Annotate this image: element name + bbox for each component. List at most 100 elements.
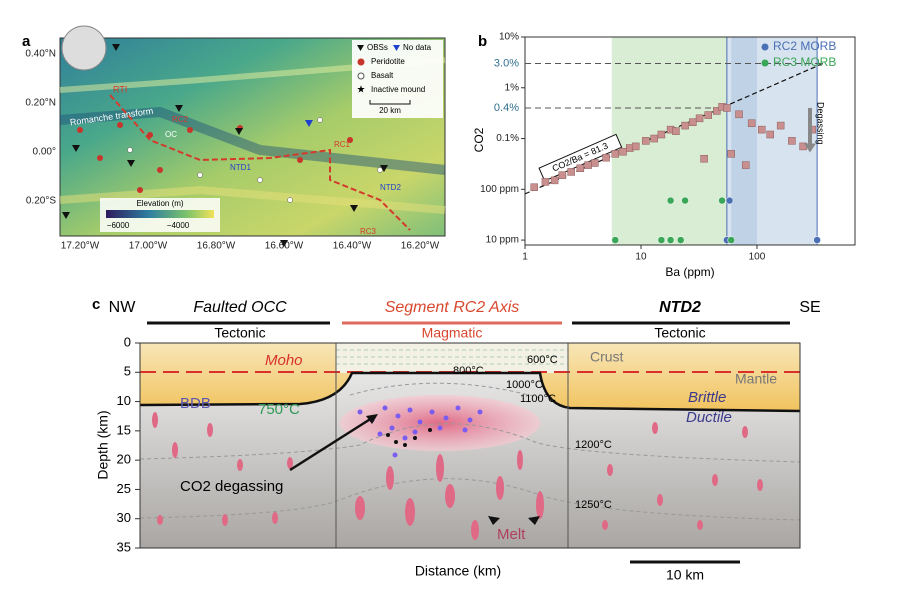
y-tick-label: 20 — [117, 452, 131, 467]
co2-bubble — [417, 419, 423, 425]
regime: Tectonic — [654, 325, 705, 341]
band — [611, 37, 727, 245]
panel-label: b — [478, 33, 487, 50]
y-tick-label: 10 — [117, 393, 131, 408]
isotherm-label: 600°C — [527, 354, 558, 366]
melt-pocket — [757, 479, 763, 491]
legend-label: No data — [403, 43, 432, 52]
co2-bubble — [413, 436, 417, 440]
place-label: RC1 — [334, 140, 351, 149]
y-tick-label: 0.1% — [496, 133, 519, 144]
point — [584, 161, 592, 169]
isotherm-label: 750°C — [258, 401, 300, 418]
y-tick-label: 35 — [117, 539, 131, 554]
lon-tick-label: 17.20°W — [61, 241, 100, 252]
co2-bubble — [412, 429, 418, 435]
y-axis-title: CO2 — [472, 127, 486, 152]
co2-bubble — [429, 409, 435, 415]
melt-pocket — [602, 520, 608, 530]
point — [657, 130, 666, 139]
point — [619, 147, 627, 156]
co2-bubble — [382, 405, 388, 411]
legend-label: Peridotite — [371, 57, 405, 66]
point — [676, 236, 685, 244]
y-tick-label: 5 — [124, 364, 131, 379]
place-label: RTI — [113, 84, 127, 94]
melt-pocket — [237, 459, 243, 471]
x-axis-title: Ba (ppm) — [665, 265, 714, 279]
segment-title: Segment RC2 Axis — [385, 299, 520, 316]
point — [718, 196, 726, 205]
melt-pocket — [652, 422, 658, 434]
co2-bubble — [357, 409, 363, 415]
svg-text:★: ★ — [357, 85, 366, 96]
co2-bubble — [389, 425, 395, 431]
point — [727, 236, 735, 244]
point — [591, 159, 599, 167]
point — [776, 121, 785, 130]
co2-bubble — [395, 413, 401, 419]
direction: NW — [109, 299, 137, 316]
legend-label: OBSs — [367, 43, 388, 52]
point — [657, 236, 666, 244]
point — [576, 164, 585, 172]
y-tick-label: 10% — [499, 32, 519, 43]
co2-bubble — [402, 435, 408, 441]
segment-title: NTD2 — [659, 299, 701, 316]
melt-pocket — [222, 514, 228, 526]
band — [731, 37, 757, 245]
lat-tick-label: 0.20°N — [25, 98, 56, 109]
melt-pocket — [355, 496, 365, 520]
legend-marker — [761, 43, 769, 51]
point — [558, 171, 567, 179]
co2-bubble — [394, 440, 398, 444]
point — [741, 161, 750, 169]
point — [735, 110, 743, 119]
melt-pocket — [172, 442, 178, 458]
melt-pocket — [536, 491, 544, 519]
y-tick-label: 100 ppm — [480, 184, 519, 195]
melt-pocket — [471, 520, 479, 540]
lon-tick-label: 17.00°W — [129, 241, 168, 252]
co2-bubble — [392, 452, 398, 458]
point — [681, 196, 689, 205]
y-tick-label: 25 — [117, 481, 131, 496]
point — [747, 119, 756, 128]
x-axis-title: Distance (km) — [415, 563, 501, 579]
point — [758, 125, 766, 134]
ductile-label: Ductile — [686, 409, 732, 426]
lat-tick-label: 0.20°S — [26, 196, 56, 207]
isotherm-label: 1100°C — [520, 393, 556, 405]
colorbar-tick: −4000 — [167, 221, 190, 230]
ref-label: 0.4% — [494, 102, 519, 114]
x-tick-label: 10 — [635, 252, 647, 263]
melt-pocket — [272, 512, 278, 524]
point — [704, 111, 712, 119]
bdb-label: BDB — [180, 395, 211, 412]
point — [642, 137, 650, 145]
co2-bubble — [377, 431, 383, 437]
segment-title: Faulted OCC — [193, 299, 287, 316]
melt-pocket — [152, 412, 158, 428]
panel-label: c — [92, 296, 100, 313]
co2-bubble — [407, 407, 413, 413]
point — [689, 118, 697, 126]
point — [727, 150, 735, 158]
lon-tick-label: 16.60°W — [265, 241, 304, 252]
arrow-head — [804, 143, 816, 153]
annotation: Degassing — [816, 102, 826, 145]
cross-section: NW SE Faulted OCC Segment RC2 Axis NTD2 … — [95, 299, 821, 582]
panel-label: a — [22, 33, 31, 50]
place-label: NTD2 — [380, 183, 401, 192]
point — [550, 176, 559, 185]
point — [650, 134, 658, 143]
lon-tick-label: 16.40°W — [333, 241, 372, 252]
moho-label: Moho — [265, 352, 303, 369]
ref-label: 3.0% — [494, 57, 519, 69]
legend-label: RC2 MORB — [773, 39, 836, 53]
melt-label: Melt — [497, 526, 526, 543]
y-tick-label: 10 ppm — [486, 235, 519, 246]
point — [681, 121, 689, 130]
plot-frame — [524, 36, 856, 246]
melt-pocket — [697, 520, 703, 530]
